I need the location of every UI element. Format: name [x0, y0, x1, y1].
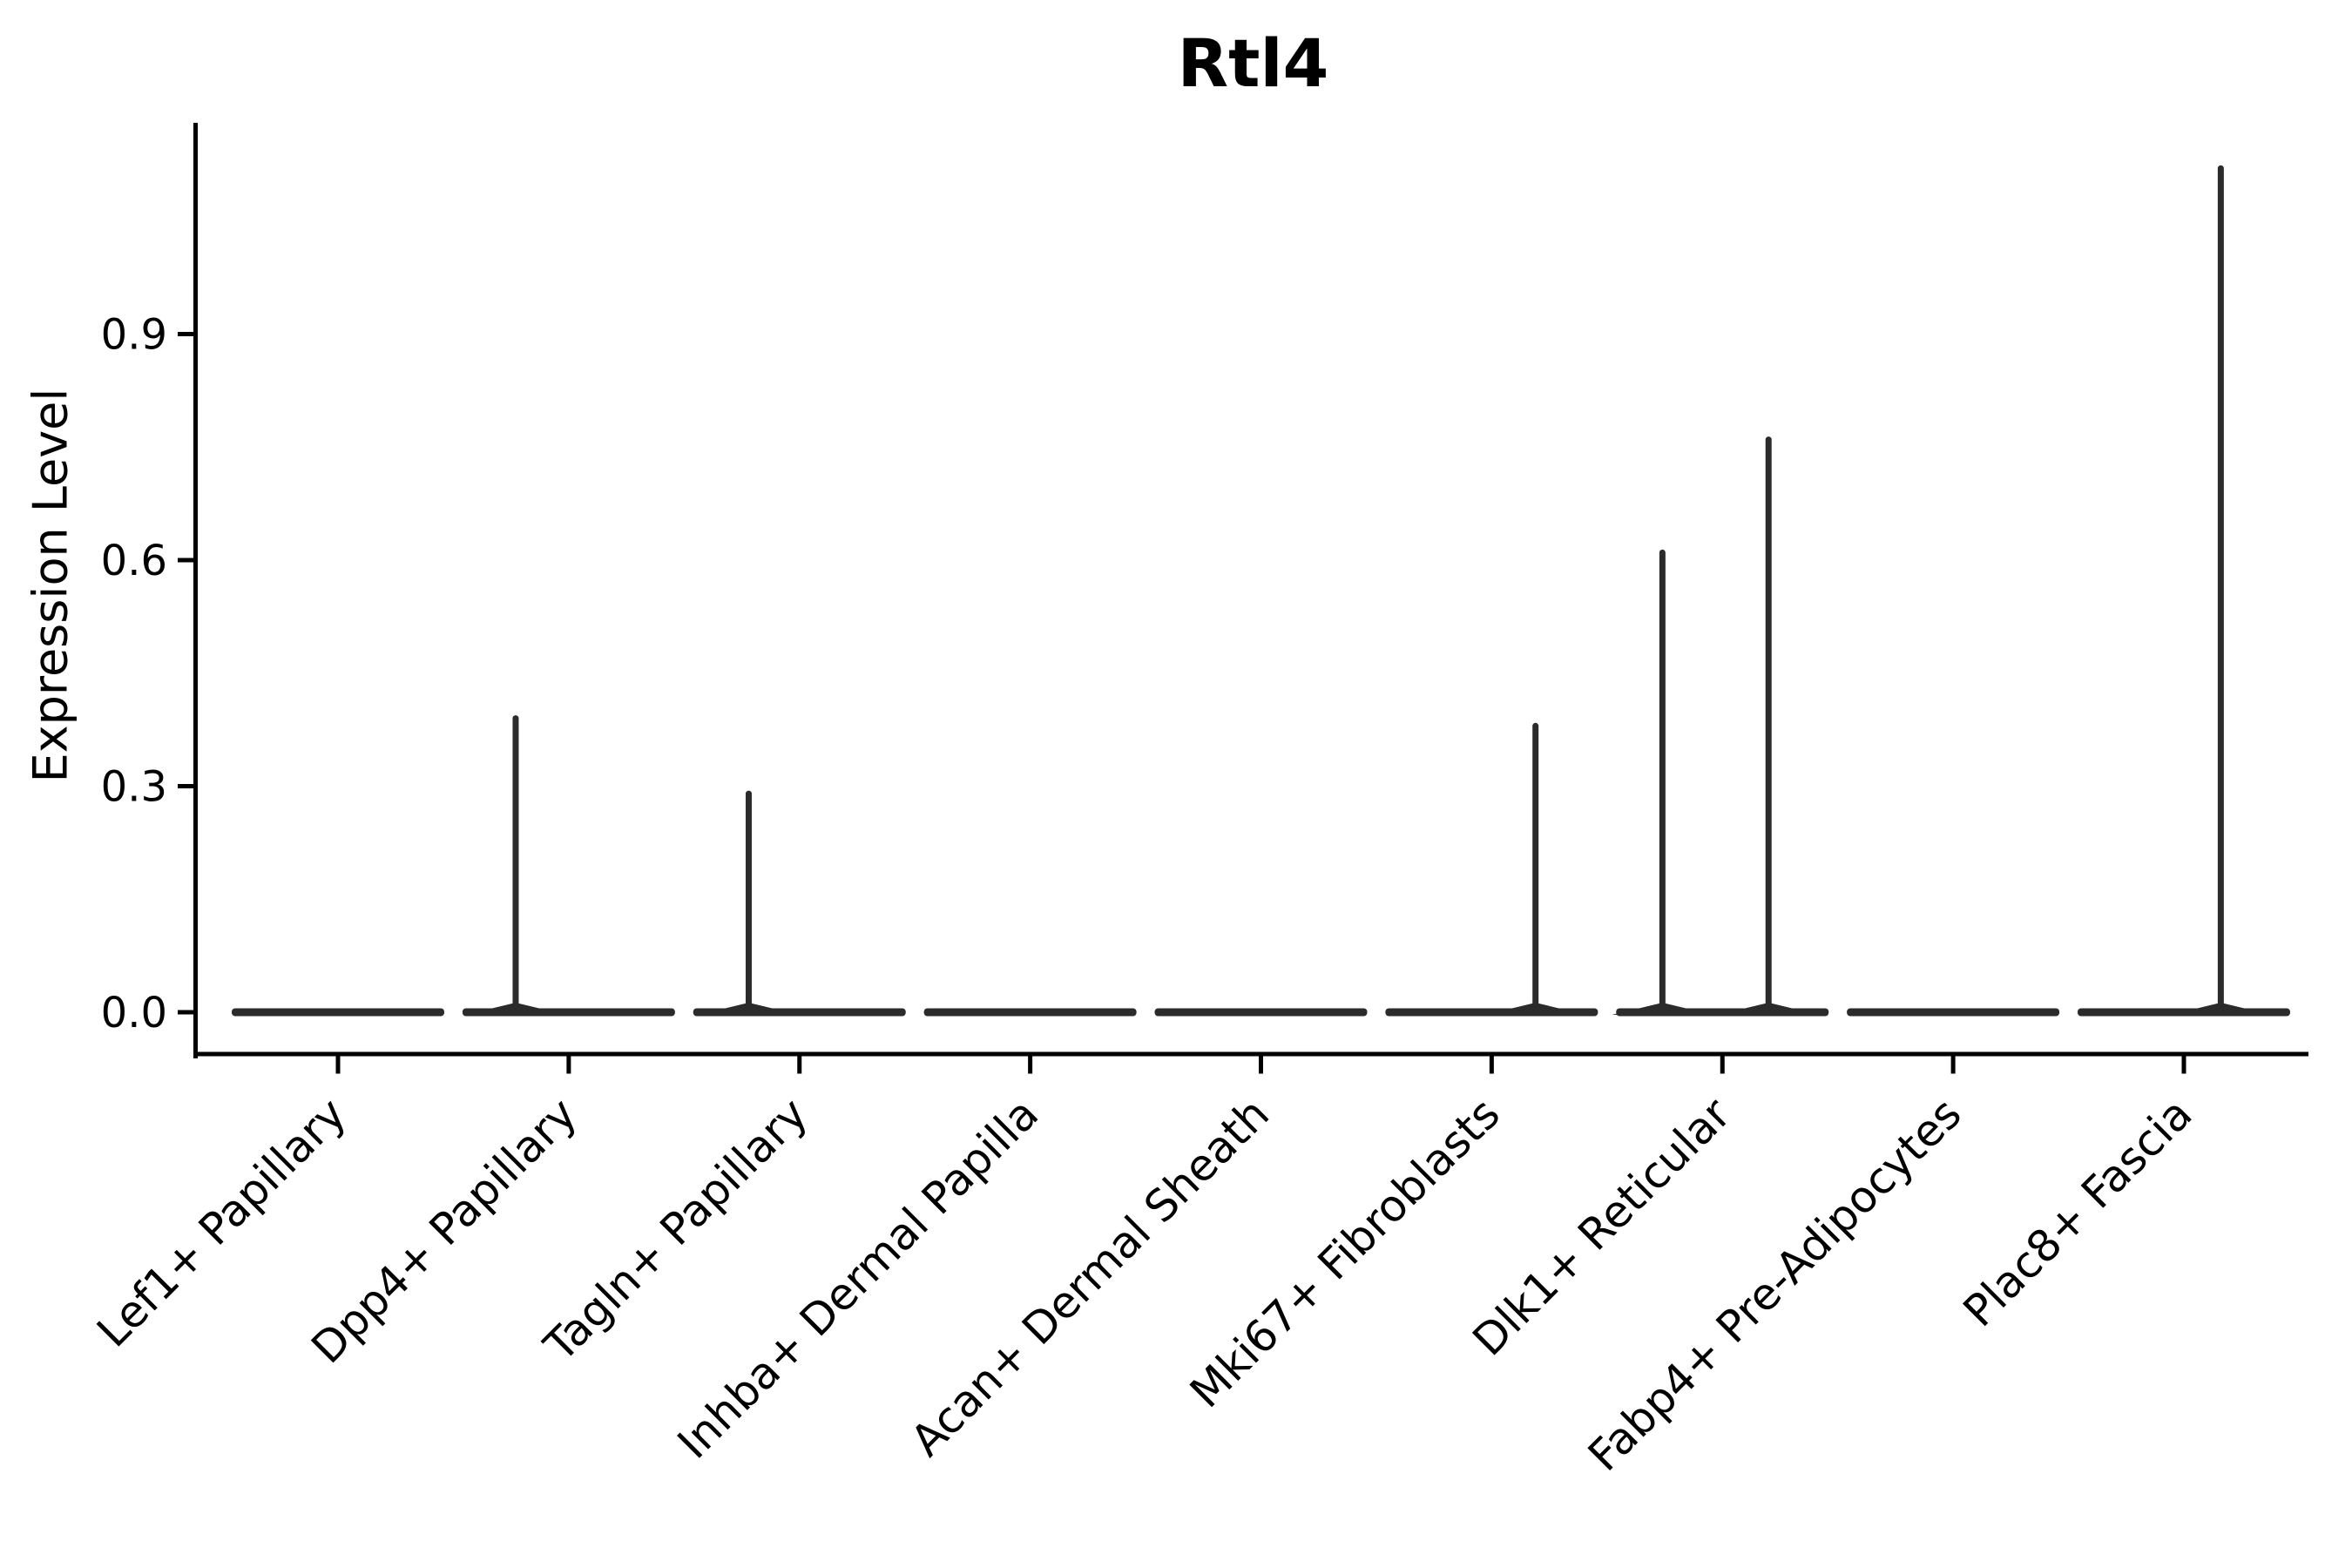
y-tick [178, 784, 193, 788]
violin-baseline [1154, 1008, 1368, 1017]
x-tick-label: Lef1+ Papillary [87, 1088, 355, 1356]
y-tick-label: 0.9 [101, 311, 167, 360]
chart-title: Rtl4 [1177, 24, 1329, 102]
x-tick [797, 1056, 802, 1074]
x-tick [1720, 1056, 1725, 1074]
x-tick [1259, 1056, 1263, 1074]
violin-baseline [923, 1008, 1137, 1017]
violin-baseline [1385, 1008, 1598, 1017]
x-tick-label: Plac8+ Fascia [1954, 1088, 2202, 1336]
y-tick-label: 0.6 [101, 537, 167, 585]
violin-baseline [1616, 1008, 1829, 1017]
x-tick [335, 1056, 341, 1074]
violin-baseline [1847, 1008, 2060, 1017]
y-axis-spine [193, 123, 198, 1058]
violin-baseline [462, 1008, 675, 1017]
y-tick [178, 332, 193, 336]
y-tick [178, 1010, 193, 1015]
y-tick-label: 0.0 [101, 989, 167, 1037]
x-tick [1028, 1056, 1033, 1074]
x-tick [1950, 1056, 1956, 1074]
x-tick [1489, 1056, 1494, 1074]
violin-baseline [693, 1008, 906, 1017]
x-axis-spine [193, 1051, 2308, 1057]
x-tick [2181, 1056, 2186, 1074]
y-tick [178, 558, 193, 563]
x-tick-label: Fabp4+ Pre-Adipocytes [1578, 1088, 1971, 1481]
violin-baseline [232, 1008, 444, 1017]
y-tick-label: 0.3 [101, 763, 167, 812]
violin-baseline [2078, 1008, 2290, 1017]
x-tick [566, 1056, 571, 1074]
